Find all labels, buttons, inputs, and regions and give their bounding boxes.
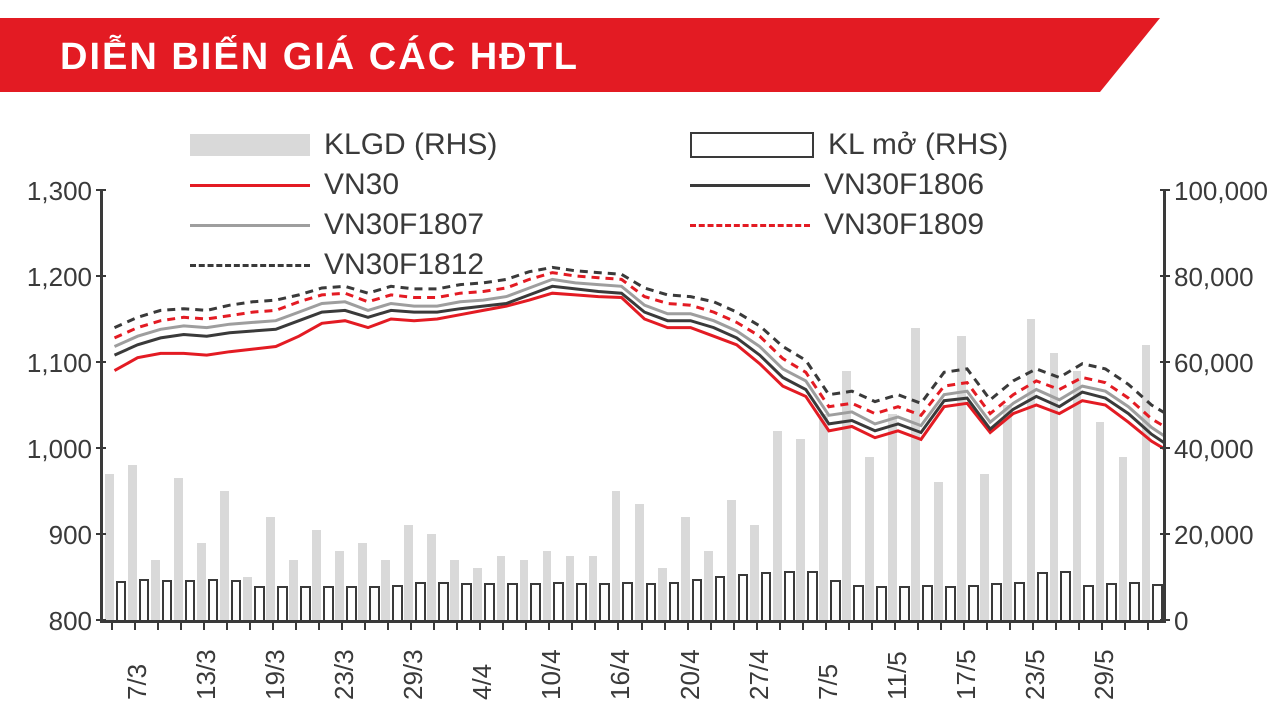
y-left-tick-label: 1,100 [0, 348, 92, 379]
x-tick-label: 7/5 [813, 664, 844, 700]
x-tick [779, 620, 781, 630]
legend-item-klgd: KLGD (RHS) [190, 128, 497, 162]
legend-label: KLGD (RHS) [324, 128, 497, 162]
x-tick-label: 29/5 [1089, 649, 1120, 700]
x-tick [664, 620, 666, 630]
x-tick [940, 620, 942, 630]
x-tick [226, 620, 228, 630]
x-tick [433, 620, 435, 630]
x-tick-label: 13/3 [191, 649, 222, 700]
line-vn30f1807 [115, 279, 1164, 523]
y-left-tick [96, 447, 106, 449]
x-tick-label: 17/5 [951, 649, 982, 700]
legend-swatch [190, 134, 310, 156]
x-tick [1032, 620, 1034, 630]
x-tick [180, 620, 182, 630]
x-tick [1101, 620, 1103, 630]
x-tick [710, 620, 712, 630]
x-tick-label: 11/5 [882, 651, 913, 700]
x-tick [364, 620, 366, 630]
y-left-tick-label: 1,300 [0, 176, 92, 207]
x-tick [1078, 620, 1080, 630]
x-tick [687, 620, 689, 630]
legend-swatch [190, 184, 310, 187]
y-right-tick [1160, 447, 1170, 449]
x-tick-label: 19/3 [260, 649, 291, 700]
x-tick [986, 620, 988, 630]
x-tick [594, 620, 596, 630]
x-tick-label: 29/3 [398, 649, 429, 700]
y-right-tick-label: 0 [1174, 606, 1269, 637]
x-tick [1147, 620, 1149, 630]
y-right-tick [1160, 361, 1170, 363]
x-tick [802, 620, 804, 630]
x-tick [387, 620, 389, 630]
x-tick [479, 620, 481, 630]
y-right-tick-label: 20,000 [1174, 520, 1269, 551]
legend-label: KL mở (RHS) [828, 128, 1008, 162]
x-tick [894, 620, 896, 630]
x-tick [502, 620, 504, 630]
x-tick-label: 16/4 [605, 649, 636, 700]
x-tick [203, 620, 205, 630]
x-tick [272, 620, 274, 630]
y-left-tick-label: 1,200 [0, 262, 92, 293]
x-tick [641, 620, 643, 630]
plot-area [100, 190, 1166, 623]
y-left-tick [96, 533, 106, 535]
y-right-tick [1160, 275, 1170, 277]
x-tick [871, 620, 873, 630]
y-right-tick-label: 60,000 [1174, 348, 1269, 379]
x-tick [134, 620, 136, 630]
x-tick-label: 27/4 [744, 649, 775, 700]
y-left-tick [96, 361, 106, 363]
y-right-tick [1160, 533, 1170, 535]
x-tick [318, 620, 320, 630]
y-left-tick-label: 800 [0, 606, 92, 637]
legend-item-klmo: KL mở (RHS) [690, 128, 1008, 162]
y-right-tick [1160, 619, 1170, 621]
y-right-tick-label: 40,000 [1174, 434, 1269, 465]
x-tick [548, 620, 550, 630]
x-tick-label: 23/5 [1020, 649, 1051, 700]
x-tick [571, 620, 573, 630]
x-tick-label: 23/3 [329, 649, 360, 700]
y-left-tick-label: 900 [0, 520, 92, 551]
x-tick [456, 620, 458, 630]
x-tick [525, 620, 527, 630]
x-tick [295, 620, 297, 630]
y-right-tick-label: 100,000 [1174, 176, 1269, 207]
x-tick-label: 4/4 [467, 664, 498, 700]
x-tick [617, 620, 619, 630]
x-tick-label: 20/4 [675, 649, 706, 700]
y-right-tick-label: 80,000 [1174, 262, 1269, 293]
x-tick [1009, 620, 1011, 630]
x-tick [756, 620, 758, 630]
y-left-tick [96, 189, 106, 191]
legend-swatch [690, 184, 810, 187]
x-tick [1055, 620, 1057, 630]
x-tick [825, 620, 827, 630]
y-left-tick [96, 619, 106, 621]
x-tick [917, 620, 919, 630]
x-tick-label: 10/4 [536, 649, 567, 700]
chart-title: DIỄN BIẾN GIÁ CÁC HĐTL [60, 36, 579, 79]
x-tick [963, 620, 965, 630]
legend-swatch [690, 132, 814, 158]
x-tick [733, 620, 735, 630]
y-right-tick [1160, 189, 1170, 191]
x-tick [157, 620, 159, 630]
x-tick [249, 620, 251, 630]
chart-title-banner: DIỄN BIẾN GIÁ CÁC HĐTL [0, 18, 1100, 92]
line-layer [103, 190, 1163, 620]
x-tick [410, 620, 412, 630]
y-left-tick [96, 275, 106, 277]
x-tick [341, 620, 343, 630]
x-tick [1124, 620, 1126, 630]
x-tick [111, 620, 113, 630]
x-tick-label: 7/3 [122, 664, 153, 700]
y-left-tick-label: 1,000 [0, 434, 92, 465]
x-tick [848, 620, 850, 630]
